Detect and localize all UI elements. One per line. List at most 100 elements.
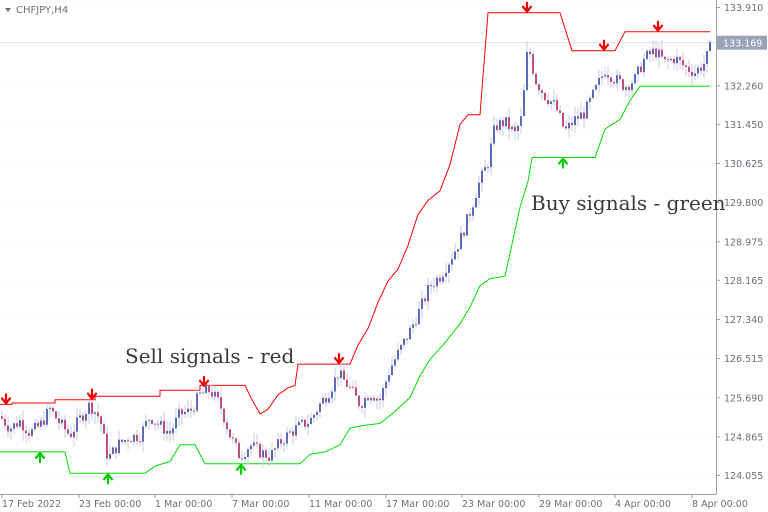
- channel-bands: [0, 12, 710, 474]
- candle-body: [4, 418, 6, 426]
- candle-body: [130, 441, 132, 443]
- symbol-header[interactable]: CHFJPY,H4: [5, 5, 68, 16]
- candle-body: [418, 308, 420, 325]
- candle-body: [73, 431, 75, 438]
- candle-body: [448, 264, 450, 273]
- candle-body: [76, 417, 78, 432]
- candle-body: [25, 430, 27, 434]
- chevron-down-icon[interactable]: [5, 8, 11, 12]
- candle-body: [52, 407, 54, 412]
- candle-body: [496, 125, 498, 131]
- candle-body: [139, 441, 141, 443]
- candle-body: [388, 375, 390, 382]
- candle-body: [286, 432, 288, 444]
- candle-body: [502, 120, 504, 127]
- candle-body: [13, 423, 15, 429]
- candle-body: [466, 214, 468, 236]
- candle-body: [178, 409, 180, 418]
- candle-body: [421, 298, 423, 309]
- candle-body: [631, 83, 633, 91]
- candle-body: [661, 49, 663, 57]
- candle-body: [538, 84, 540, 91]
- candle-body: [334, 377, 336, 392]
- candle-body: [433, 285, 435, 287]
- candle-body: [40, 420, 42, 427]
- candle-body: [361, 406, 363, 408]
- candle-body: [244, 456, 246, 460]
- y-tick-label: 124.055: [724, 471, 763, 482]
- price-tag-bg: [717, 35, 767, 50]
- candle-body: [358, 395, 360, 407]
- candle-body: [31, 429, 33, 436]
- candle-body: [394, 359, 396, 366]
- candle-body: [694, 73, 696, 76]
- candle-body: [484, 167, 486, 171]
- candle-body: [112, 447, 114, 455]
- axes: [0, 0, 717, 495]
- candle-body: [55, 411, 57, 419]
- candle-body: [250, 445, 252, 450]
- y-tick-label: 128.165: [724, 276, 763, 287]
- candle-body: [676, 56, 678, 64]
- candle-body: [241, 458, 243, 460]
- candle-body: [64, 419, 66, 430]
- candle-body: [79, 415, 81, 418]
- candle-body: [298, 421, 300, 426]
- candle-body: [673, 58, 675, 64]
- candle-body: [205, 385, 207, 394]
- candle-body: [544, 92, 546, 101]
- candle-body: [295, 425, 297, 436]
- candle-body: [481, 170, 483, 183]
- candle-body: [379, 398, 381, 401]
- sell-arrow-icon: [333, 352, 345, 365]
- candle-body: [688, 66, 690, 72]
- candle-body: [352, 386, 354, 388]
- candle-body: [85, 413, 87, 421]
- candle-body: [403, 338, 405, 345]
- candle-body: [598, 77, 600, 85]
- candle-body: [214, 391, 216, 397]
- buy-arrow-icon: [557, 157, 569, 169]
- y-tick-label: 127.340: [724, 315, 763, 326]
- candle-body: [550, 101, 552, 105]
- candle-body: [442, 276, 444, 282]
- candle-body: [691, 71, 693, 76]
- candle-body: [385, 381, 387, 389]
- candle-body: [706, 51, 708, 64]
- candle-body: [10, 428, 12, 432]
- candle-body: [184, 411, 186, 415]
- candles: [1, 40, 711, 469]
- candle-body: [265, 450, 267, 458]
- x-tick-label: 29 Mar 00:00: [539, 499, 602, 510]
- candle-body: [652, 48, 654, 55]
- candle-body: [280, 439, 282, 444]
- candle-body: [115, 447, 117, 454]
- candle-body: [91, 402, 93, 414]
- candle-body: [100, 416, 102, 425]
- candle-body: [478, 182, 480, 198]
- price-tag-label: 133.169: [723, 39, 762, 50]
- candle-body: [646, 50, 648, 59]
- candle-body: [199, 392, 201, 394]
- candle-body: [121, 439, 123, 442]
- candle-body: [607, 75, 609, 78]
- candle-body: [637, 66, 639, 75]
- candle-body: [202, 392, 204, 394]
- candle-body: [697, 67, 699, 74]
- candle-body: [133, 434, 135, 442]
- candle-body: [142, 426, 144, 442]
- candle-body: [622, 79, 624, 90]
- candle-body: [667, 59, 669, 61]
- candle-body: [487, 167, 489, 169]
- candle-body: [397, 349, 399, 360]
- candle-body: [235, 438, 237, 443]
- candle-body: [289, 431, 291, 433]
- candle-body: [61, 419, 63, 424]
- candle-body: [454, 251, 456, 260]
- candle-body: [616, 75, 618, 84]
- y-tick-label: 128.975: [724, 237, 763, 248]
- candle-body: [499, 120, 501, 131]
- candle-body: [211, 392, 213, 397]
- candle-body: [445, 272, 447, 277]
